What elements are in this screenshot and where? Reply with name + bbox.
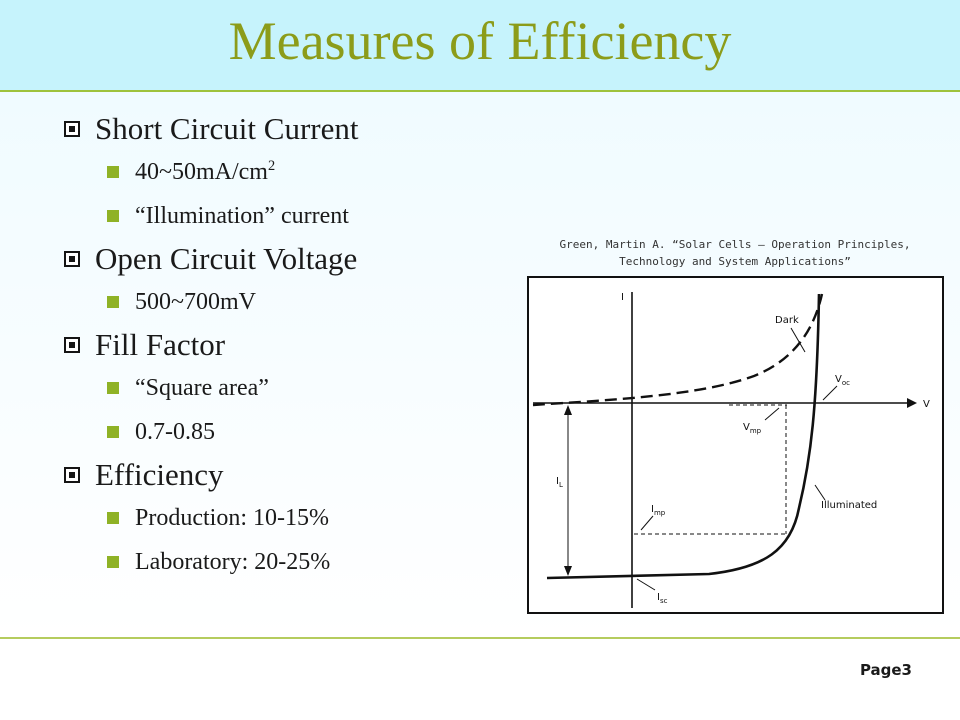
title-band [0,0,960,90]
sub-bullet-list: Production: 10-15% Laboratory: 20-25% [95,496,358,584]
sub-bullet-text: Laboratory: 20-25% [135,549,331,575]
square-bullet-icon [64,121,80,137]
x-axis-arrow [907,398,917,408]
green-square-bullet-icon [107,210,119,222]
footer-divider [0,637,960,639]
bullet-label: Open Circuit Voltage [95,241,358,276]
sub-bullet-item: “Square area” [95,366,358,410]
green-square-bullet-icon [107,556,119,568]
superscript: 2 [267,158,276,174]
sub-bullet-item: Laboratory: 20-25% [95,540,358,584]
iv-curve-figure: I V Dark Illuminated Voc Vmp Imp IL Isc [527,276,944,614]
voc-pointer [822,385,838,401]
il-arrow-bottom [564,566,572,576]
bullet-efficiency: Efficiency Production: 10-15% Laboratory… [60,454,358,584]
slide-title: Measures of Efficiency [228,11,732,71]
vmp-label: Vmp [743,422,762,435]
il-label: IL [556,476,563,489]
sub-bullet-item: 40~50mA/cm2 [95,150,358,194]
illuminated-label: Illuminated [821,500,877,511]
sub-bullet-item: Production: 10-15% [95,496,358,540]
dark-curve [532,293,824,407]
sub-bullet-list: “Square area” 0.7-0.85 [95,366,358,454]
page-number: Page3 [859,661,912,679]
illuminated-pointer [814,484,826,501]
il-arrow-top [564,405,572,415]
imp-pointer [640,515,654,531]
sub-bullet-list: 40~50mA/cm2 “Illumination” current [95,150,358,238]
bullet-label: Efficiency [95,457,224,492]
square-bullet-icon [64,251,80,267]
bullet-open-circuit-voltage: Open Circuit Voltage 500~700mV [60,238,358,324]
isc-label: Isc [657,592,668,605]
illuminated-curve [546,293,821,580]
bullet-label: Fill Factor [95,327,226,362]
citation-line: Green, Martin A. “Solar Cells – Operatio… [559,238,911,251]
y-axis-label: I [621,292,624,303]
imp-label: Imp [651,504,666,517]
bullet-short-circuit-current: Short Circuit Current 40~50mA/cm2 “Illum… [60,108,358,238]
isc-pointer [636,578,656,591]
voc-label: Voc [835,374,850,387]
vmp-pointer [764,407,780,421]
iv-curve-diagram: I V Dark Illuminated Voc Vmp Imp IL Isc [532,292,930,608]
sub-bullet-item: 0.7-0.85 [95,410,358,454]
figure-citation: Green, Martin A. “Solar Cells – Operatio… [525,236,945,270]
green-square-bullet-icon [107,426,119,438]
green-square-bullet-icon [107,512,119,524]
title-divider [0,90,960,92]
bullet-list: Short Circuit Current 40~50mA/cm2 “Illum… [60,108,358,584]
x-axis-label: V [923,399,930,410]
green-square-bullet-icon [107,296,119,308]
sub-bullet-text: “Square area” [135,375,269,401]
green-square-bullet-icon [107,166,119,178]
bullet-label: Short Circuit Current [95,111,359,146]
sub-bullet-text: Production: 10-15% [135,505,329,531]
dark-label: Dark [775,315,799,326]
sub-bullet-list: 500~700mV [95,280,358,324]
sub-bullet-text: 40~50mA/cm [135,159,268,185]
bullet-fill-factor: Fill Factor “Square area” 0.7-0.85 [60,324,358,454]
green-square-bullet-icon [107,382,119,394]
sub-bullet-text: 0.7-0.85 [135,419,215,445]
sub-bullet-item: 500~700mV [95,280,358,324]
sub-bullet-item: “Illumination” current [95,194,358,238]
sub-bullet-text: 500~700mV [135,289,256,315]
sub-bullet-text: “Illumination” current [135,203,349,229]
citation-line: Technology and System Applications” [619,255,851,268]
square-bullet-icon [64,337,80,353]
square-bullet-icon [64,467,80,483]
dark-pointer [790,327,806,353]
